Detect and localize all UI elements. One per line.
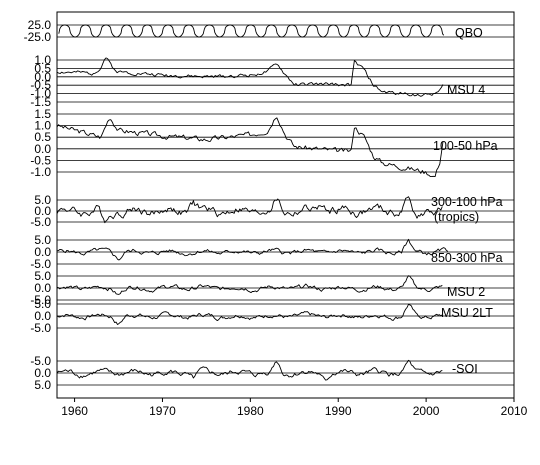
x-tick-label: 1980	[237, 404, 264, 418]
series-line	[56, 117, 444, 178]
y-tick-label: 1.0	[34, 53, 51, 67]
panel-msu-4: 1.00.50.0-0.5-1.0-1.5 MSU 4	[30, 53, 514, 109]
y-tick-label: 0.5	[34, 61, 51, 75]
series-label: MSU 2LT	[441, 306, 493, 320]
y-tick-label: -25.0	[24, 30, 52, 44]
x-tick-label: 2010	[501, 404, 528, 418]
series-label: 300-100 hPa	[431, 195, 503, 209]
series-label-sub: (tropics)	[434, 210, 479, 224]
y-tick-label: 0.0	[34, 204, 51, 218]
panel-qbo: 25.0-25.0 QBO	[24, 18, 514, 44]
plot-frame	[56, 11, 515, 399]
panel-850-300-hpa: 5.00.0-5.0 850-300 hPa	[30, 233, 514, 271]
series-line	[56, 359, 443, 381]
x-tick-label: 1990	[325, 404, 352, 418]
y-tick-label: -0.5	[30, 78, 51, 92]
y-tick-label: 0.5	[34, 130, 51, 144]
y-tick-label: -5.0	[30, 215, 51, 229]
y-tick-label: -1.0	[30, 165, 51, 179]
series-label: 850-300 hPa	[431, 251, 503, 265]
series-line	[56, 303, 443, 325]
series-line	[56, 57, 444, 97]
x-tick-label: 1960	[61, 404, 88, 418]
panel-msu-2lt: 5.00.0-5.0 MSU 2LT	[30, 297, 514, 335]
panel-msu-2: 5.00.0-5.0 MSU 2	[30, 269, 514, 307]
y-tick-label: -5.0	[30, 321, 51, 335]
y-tick-label: 5.0	[34, 233, 51, 247]
panel-100-50-hpa: 1.51.00.50.0-0.5-1.0 100-50 hPa	[30, 107, 514, 179]
y-tick-label: 5.0	[34, 297, 51, 311]
y-tick-label: 1.5	[34, 107, 51, 121]
series-label: 100-50 hPa	[433, 139, 498, 153]
y-tick-label: 1.0	[34, 119, 51, 133]
series-label: MSU 2	[447, 285, 485, 299]
y-tick-label: -0.5	[30, 153, 51, 167]
series-line	[56, 238, 449, 261]
series-line	[56, 275, 443, 295]
y-tick-label: 25.0	[28, 18, 52, 32]
y-tick-label: 5.0	[34, 378, 51, 392]
y-tick-label: -1.5	[30, 95, 51, 109]
x-tick-label: 1970	[149, 404, 176, 418]
series-label: -SOI	[452, 362, 478, 376]
y-tick-label: -5.0	[30, 293, 51, 307]
x-axis: 1960 1970 1980 1990 2000 2010	[61, 398, 528, 418]
y-tick-label: 0.0	[34, 70, 51, 84]
y-tick-label: 5.0	[34, 269, 51, 283]
x-tick-label: 2000	[413, 404, 440, 418]
y-tick-label: 0.0	[34, 245, 51, 259]
y-tick-label: -5.0	[30, 354, 51, 368]
panel-300-100-hpa-tropics-: 5.00.0-5.0 300-100 hPa(tropics)	[30, 193, 514, 229]
series-label: MSU 4	[447, 83, 485, 97]
y-tick-label: -1.0	[30, 87, 51, 101]
y-tick-label: 5.0	[34, 193, 51, 207]
series-line	[56, 196, 443, 224]
y-tick-label: 0.0	[34, 142, 51, 156]
y-tick-label: 0.0	[34, 309, 51, 323]
y-tick-label: -5.0	[30, 257, 51, 271]
y-tick-label: 0.0	[34, 366, 51, 380]
series-line	[58, 24, 445, 38]
y-tick-label: 0.0	[34, 281, 51, 295]
panel--soi: -5.00.05.0 -SOI	[30, 354, 514, 392]
series-label: QBO	[455, 26, 483, 40]
